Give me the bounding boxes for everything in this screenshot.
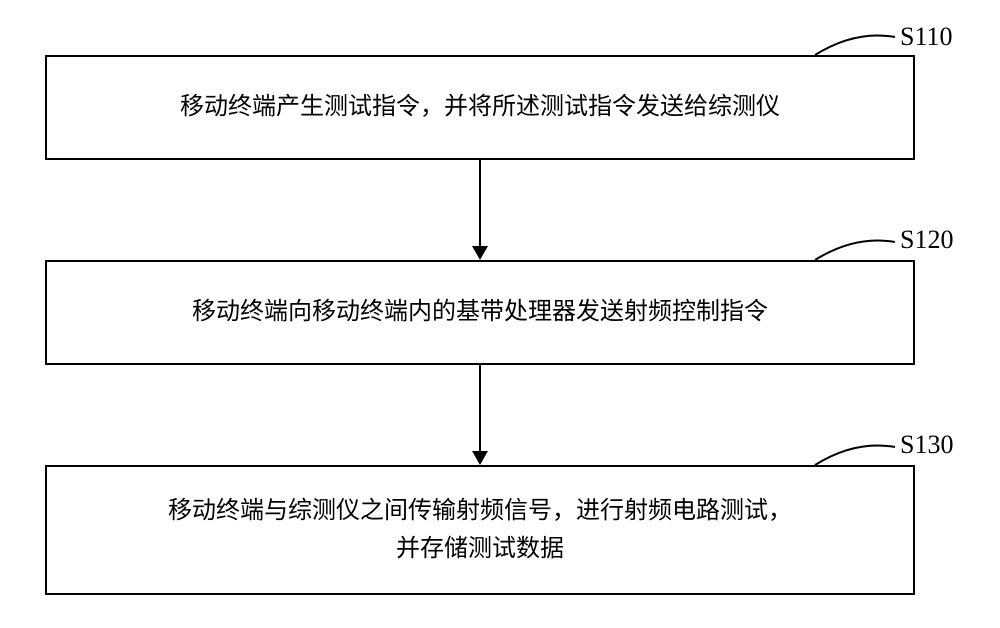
step-label-3: S130 [900,430,953,460]
flowchart-container: 移动终端产生测试指令，并将所述测试指令发送给综测仪 S110 移动终端向移动终端… [0,0,1000,628]
flow-box-1: 移动终端产生测试指令，并将所述测试指令发送给综测仪 [45,55,915,160]
step-label-2: S120 [900,225,953,255]
flow-box-2-text: 移动终端向移动终端内的基带处理器发送射频控制指令 [192,293,768,331]
connector-2 [810,230,910,270]
connector-3 [810,435,910,475]
flow-box-3: 移动终端与综测仪之间传输射频信号，进行射频电路测试， 并存储测试数据 [45,465,915,595]
flow-box-3-text: 移动终端与综测仪之间传输射频信号，进行射频电路测试， 并存储测试数据 [168,492,792,569]
flow-box-2: 移动终端向移动终端内的基带处理器发送射频控制指令 [45,260,915,365]
arrow-2-head [472,451,488,465]
arrow-2-line [479,365,481,451]
flow-box-1-text: 移动终端产生测试指令，并将所述测试指令发送给综测仪 [180,88,780,126]
step-label-1: S110 [900,22,953,52]
connector-1 [810,25,910,65]
arrow-1-line [479,160,481,246]
arrow-1-head [472,246,488,260]
